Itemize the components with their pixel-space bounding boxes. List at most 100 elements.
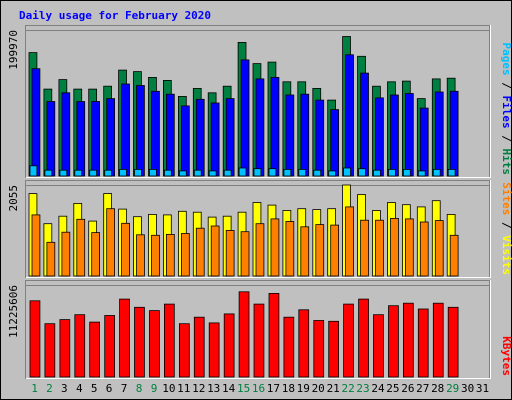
hits-panel-bar-pages-11	[178, 170, 187, 177]
visits-panel-bar-sites-4	[76, 218, 86, 277]
visits-panel-bar-sites-10	[165, 233, 175, 277]
x-tick-label-20: 20	[312, 382, 325, 395]
hits-panel-bar-files-12	[195, 98, 205, 177]
visits-panel-bar-sites-13	[210, 225, 220, 277]
x-tick-label-7: 7	[121, 382, 128, 395]
x-tick-label-28: 28	[431, 382, 444, 395]
kbytes-panel-bar-kbytes-18	[283, 316, 295, 378]
hits-panel-bar-pages-14	[223, 169, 232, 177]
x-tick-label-18: 18	[282, 382, 295, 395]
hits-panel-bar-files-4	[76, 101, 86, 177]
hits-panel-bar-pages-20	[313, 169, 322, 177]
kbytes-panel-bar-kbytes-11	[178, 323, 190, 378]
hits-panel-bar-files-1	[31, 68, 41, 177]
visits-panel-bar-sites-27	[419, 221, 429, 277]
hits-panel-bar-files-6	[106, 98, 115, 177]
hits-panel-bar-files-2	[46, 101, 56, 177]
legend-visits: Visits	[500, 235, 512, 275]
hits-panel-bar-pages-1	[29, 165, 38, 177]
hits-panel-bar-pages-19	[298, 168, 307, 177]
hits-panel-bar-pages-3	[59, 169, 68, 177]
legend-hits: Hits	[500, 149, 512, 176]
hits-panel-bar-files-5	[91, 101, 100, 177]
x-tick-label-27: 27	[416, 382, 429, 395]
hits-panel-bar-files-27	[419, 107, 429, 177]
hits-panel-bar-files-8	[136, 85, 145, 177]
x-tick-label-31: 31	[476, 382, 489, 395]
kbytes-panel-bar-kbytes-2	[44, 323, 56, 378]
x-tick-label-16: 16	[252, 382, 265, 395]
visits-panel-bar-sites-2	[46, 241, 56, 277]
hits-panel-bar-pages-21	[328, 170, 337, 177]
visits-panel-bar-sites-26	[404, 218, 414, 277]
x-tick-label-25: 25	[386, 382, 399, 395]
hits-panel-label-separator: /	[500, 76, 512, 96]
kbytes-panel-bar-kbytes-26	[402, 302, 414, 378]
hits-panel-bar-pages-8	[134, 168, 142, 177]
hits-panel-bar-files-29	[449, 90, 459, 177]
kbytes-panel-bar-kbytes-14	[223, 313, 235, 378]
visits-panel-bar-sites-7	[121, 222, 130, 277]
kbytes-panel-ytick: 11225606	[7, 285, 20, 338]
kbytes-panel-bar-kbytes-12	[193, 316, 205, 378]
visits-panel-bar-sites-18	[285, 221, 295, 277]
hits-panel-bar-pages-26	[402, 168, 411, 177]
kbytes-panel-bar-kbytes-3	[59, 319, 71, 378]
visits-panel-bar-sites-14	[225, 229, 235, 277]
kbytes-panel-bar-kbytes-1	[29, 300, 41, 378]
x-tick-label-4: 4	[76, 382, 83, 395]
kbytes-panel-bar-kbytes-28	[432, 302, 444, 378]
hits-panel-bar-files-14	[225, 98, 235, 177]
hits-panel-ytick: 199970	[7, 30, 20, 70]
kbytes-panel-bar-kbytes-16	[253, 303, 265, 378]
kbytes-panel-bar-kbytes-22	[343, 303, 354, 378]
hits-panel-bar-pages-23	[358, 168, 366, 177]
hits-panel-bar-files-21	[330, 109, 340, 177]
visits-panel-bar-sites-20	[315, 224, 325, 277]
hits-panel-bar-pages-4	[74, 169, 83, 177]
visits-panel-bar-sites-24	[375, 219, 384, 277]
x-tick-label-21: 21	[327, 382, 340, 395]
chart-title: Daily usage for February 2020	[19, 9, 211, 22]
hits-panel-bar-pages-16	[253, 168, 262, 177]
kbytes-panel-bar-kbytes-27	[417, 308, 429, 378]
kbytes-panel-bar-kbytes-5	[89, 321, 100, 378]
hits-panel-right-labels: Pages / Files / Hits	[500, 43, 512, 176]
visits-panel-bar-sites-6	[106, 208, 115, 277]
kbytes-panel-bar-kbytes-25	[388, 305, 399, 378]
visits-panel-bar-sites-23	[360, 219, 369, 277]
kbytes-panel-bar-kbytes-9	[149, 310, 160, 378]
hits-panel-bar-files-13	[210, 102, 220, 177]
kbytes-panel-bar-kbytes-20	[313, 320, 325, 378]
hits-panel-bar-files-7	[121, 83, 130, 177]
x-tick-label-2: 2	[46, 382, 53, 395]
hits-panel-bar-pages-5	[89, 169, 97, 177]
visits-panel-bar-sites-17	[270, 218, 280, 277]
hits-panel-bar-pages-10	[163, 169, 172, 177]
hits-panel-bar-files-24	[375, 97, 384, 177]
visits-panel-bar-sites-9	[151, 234, 160, 277]
hits-panel-bar-pages-27	[417, 170, 426, 177]
hits-panel-bar-files-28	[434, 91, 444, 177]
kbytes-panel-bar-kbytes-8	[134, 306, 145, 378]
x-tick-label-12: 12	[192, 382, 205, 395]
kbytes-panel-bar-kbytes-10	[163, 303, 175, 378]
hits-panel-bar-files-23	[360, 72, 369, 177]
visits-panel-bar-sites-8	[136, 234, 145, 277]
x-tick-label-17: 17	[267, 382, 280, 395]
visits-panel-bar-sites-11	[180, 233, 190, 277]
hits-panel-bar-files-16	[255, 78, 265, 177]
legend-kbytes: KBytes	[500, 336, 512, 376]
hits-panel-bar-pages-13	[208, 170, 217, 177]
kbytes-panel-bar-kbytes-29	[447, 306, 459, 378]
visits-panel-bar-sites-12	[195, 227, 205, 277]
hits-panel-bar-pages-28	[432, 168, 441, 177]
hits-panel-bar-files-11	[180, 105, 190, 177]
hits-panel-bar-files-15	[240, 59, 250, 177]
hits-panel-bar-files-3	[61, 92, 71, 177]
visits-panel-ytick: 2055	[7, 185, 20, 212]
hits-panel-bar-files-17	[270, 77, 280, 177]
kbytes-panel-bar-kbytes-4	[74, 314, 86, 378]
